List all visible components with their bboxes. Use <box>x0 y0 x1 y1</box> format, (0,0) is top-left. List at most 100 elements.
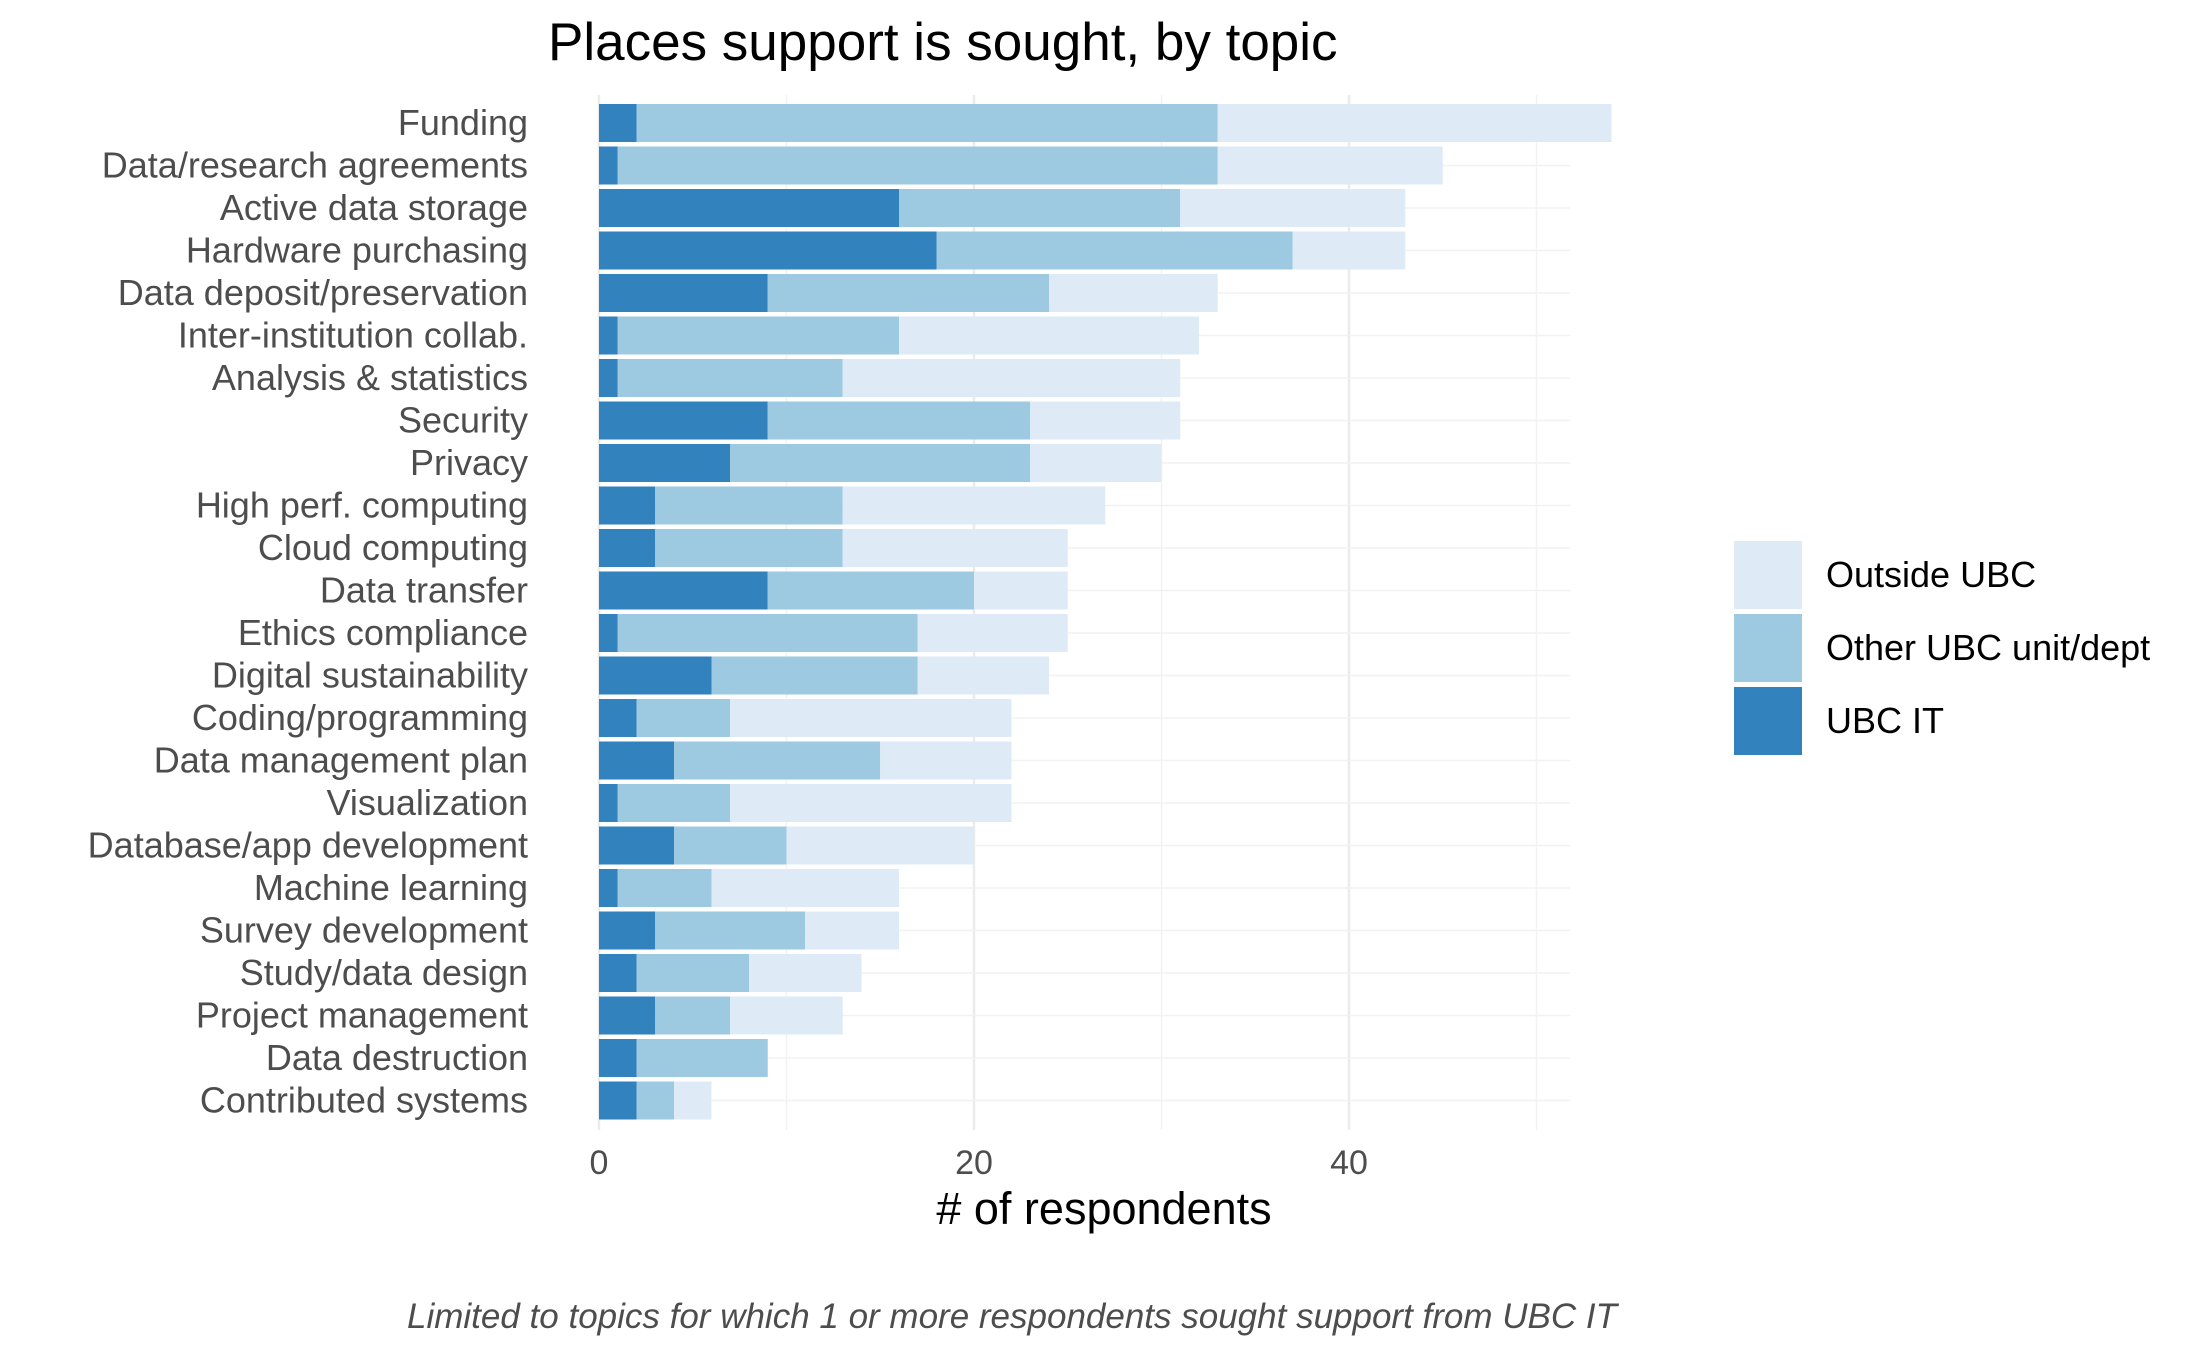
category-label: Privacy <box>410 442 528 483</box>
bar-segment <box>842 529 1068 567</box>
bar-segment <box>711 656 918 695</box>
bar-segment <box>599 826 674 865</box>
bar-segment <box>899 189 1181 227</box>
bar-segment <box>636 954 749 992</box>
bar-segment <box>599 146 618 185</box>
bar-segment <box>599 741 674 780</box>
category-label: Active data storage <box>220 187 528 228</box>
x-tick-label: 20 <box>955 1144 993 1182</box>
category-label: Database/app development <box>88 825 528 866</box>
x-axis-title: # of respondents <box>936 1183 1271 1234</box>
bar-segment <box>599 911 656 950</box>
bar-segment <box>767 274 1049 312</box>
bar-segment <box>730 996 843 1035</box>
bar-segment <box>655 486 843 525</box>
bar-segment <box>599 784 618 822</box>
category-label: Survey development <box>200 910 528 951</box>
category-label: Funding <box>398 102 528 143</box>
category-label: Security <box>398 400 528 441</box>
bar-segment <box>842 359 1181 397</box>
legend-label: Outside UBC <box>1826 554 2036 595</box>
chart-title: Places support is sought, by topic <box>548 13 1338 72</box>
category-label: Ethics compliance <box>238 612 528 653</box>
bar-segment <box>917 656 1049 695</box>
bar-segment <box>899 316 1199 355</box>
bar-segment <box>599 954 637 992</box>
bar-segment <box>599 274 768 312</box>
bar-segment <box>655 996 731 1035</box>
bar-segment <box>767 401 1031 440</box>
category-label: High perf. computing <box>196 485 528 526</box>
category-label: Data management plan <box>154 740 528 781</box>
bar-segment <box>749 954 862 992</box>
bar-segment <box>636 104 1218 142</box>
bar-segment <box>599 401 768 440</box>
category-label: Analysis & statistics <box>212 357 528 398</box>
category-label: Visualization <box>327 782 528 823</box>
bar-segment <box>655 529 843 567</box>
bar-segment <box>636 1081 674 1120</box>
category-label: Inter-institution collab. <box>178 315 528 356</box>
bar-segment <box>1180 189 1406 227</box>
bar-segment <box>599 656 712 695</box>
bar-segment <box>599 316 618 355</box>
bar-segment <box>636 699 731 737</box>
bar-segment <box>674 1081 712 1120</box>
bar-segment <box>805 911 899 950</box>
bar-segment <box>636 1039 768 1077</box>
bar-segment <box>617 784 731 822</box>
bar-segment <box>730 699 1012 737</box>
x-tick-label: 40 <box>1330 1144 1368 1182</box>
bar-segment <box>730 784 1012 822</box>
chart-caption: Limited to topics for which 1 or more re… <box>407 1297 1620 1336</box>
bar-segment <box>599 104 637 142</box>
category-label: Data deposit/preservation <box>118 272 528 313</box>
category-label: Data destruction <box>266 1037 528 1078</box>
bar-segment <box>1217 104 1612 142</box>
bar-segment <box>617 869 712 907</box>
x-tick-labels: 0 20 40 <box>590 1144 1368 1182</box>
bar-segment <box>730 444 1031 482</box>
category-label: Coding/programming <box>192 697 528 738</box>
bar-segment <box>880 741 1012 780</box>
bar-segment <box>599 1081 637 1120</box>
bar-segment <box>617 146 1218 185</box>
bar-segment <box>599 231 937 270</box>
bar-segment <box>674 826 787 865</box>
bar-segment <box>617 359 843 397</box>
bar-segment <box>599 189 899 227</box>
bar-segment <box>599 996 656 1035</box>
bar-segment <box>599 486 656 525</box>
category-label: Data transfer <box>320 570 528 611</box>
bar-segment <box>974 571 1068 610</box>
category-label: Hardware purchasing <box>186 230 528 271</box>
legend: Outside UBC Other UBC unit/dept UBC IT <box>1734 541 2150 755</box>
legend-key <box>1734 614 1802 682</box>
bar-segment <box>786 826 974 865</box>
bar-segment <box>599 614 618 652</box>
bar-segment <box>617 614 918 652</box>
bar-segment <box>1049 274 1218 312</box>
category-label: Data/research agreements <box>102 145 528 186</box>
bar-segment <box>617 316 899 355</box>
bar-segment <box>599 529 656 567</box>
legend-key <box>1734 541 1802 609</box>
bar-segment <box>599 699 637 737</box>
legend-label: UBC IT <box>1826 700 1944 741</box>
bar-segment <box>1292 231 1406 270</box>
category-label: Contributed systems <box>200 1080 528 1121</box>
bar-segment <box>599 359 618 397</box>
bar-segment <box>711 869 899 907</box>
bar-segment <box>1217 146 1443 185</box>
bar-segment <box>599 1039 637 1077</box>
category-label: Project management <box>196 995 528 1036</box>
bar-segment <box>599 444 731 482</box>
category-label: Cloud computing <box>258 527 528 568</box>
bar-segment <box>599 869 618 907</box>
bar-segment <box>1030 444 1162 482</box>
bar-segment <box>842 486 1106 525</box>
category-label: Study/data design <box>240 952 528 993</box>
